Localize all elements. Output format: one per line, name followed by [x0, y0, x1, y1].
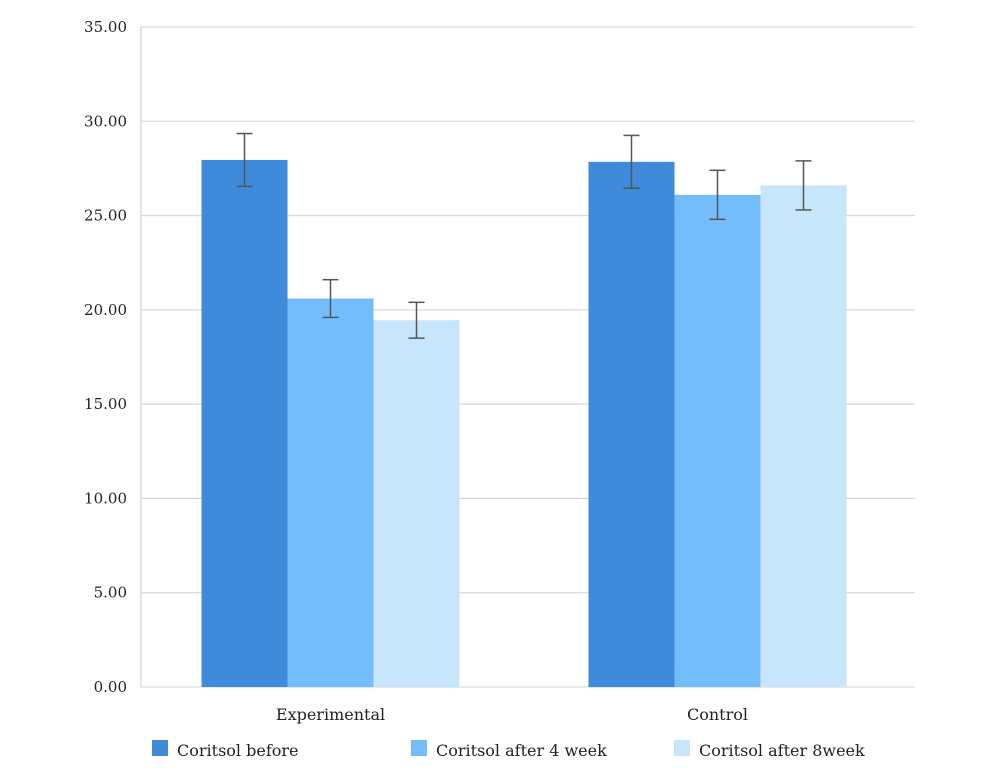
- y-tick-label: 0.00: [94, 678, 127, 696]
- legend-label: Coritsol after 4 week: [436, 741, 607, 760]
- legend-swatch: [674, 740, 690, 756]
- bar: [760, 185, 847, 687]
- y-tick-label: 35.00: [84, 18, 127, 36]
- y-tick-label: 10.00: [84, 489, 127, 507]
- y-tick-label: 25.00: [84, 207, 127, 225]
- bar: [674, 194, 761, 688]
- y-tick-label: 20.00: [84, 301, 127, 319]
- legend-label: Coritsol after 8week: [699, 741, 865, 760]
- bar: [373, 320, 460, 687]
- error-bars: [236, 132, 812, 339]
- y-tick-label: 15.00: [84, 395, 127, 413]
- y-tick-label: 5.00: [94, 584, 127, 602]
- legend: Coritsol before Coritsol after 4 week Cori…: [152, 740, 865, 760]
- bars: [201, 159, 847, 688]
- x-category-label: Experimental: [276, 705, 385, 724]
- y-tick-labels: 0.00 5.00 10.00 15.00 20.00 25.00 30.00 35.00: [84, 18, 127, 696]
- x-category-label: Control: [687, 705, 748, 724]
- bar: [201, 159, 288, 687]
- bar: [588, 161, 675, 688]
- bar: [287, 298, 374, 687]
- legend-swatch: [411, 740, 427, 756]
- legend-label: Coritsol before: [177, 741, 299, 760]
- legend-swatch: [152, 740, 168, 756]
- category-labels: Experimental Control: [276, 705, 748, 724]
- y-tick-label: 30.00: [84, 112, 127, 130]
